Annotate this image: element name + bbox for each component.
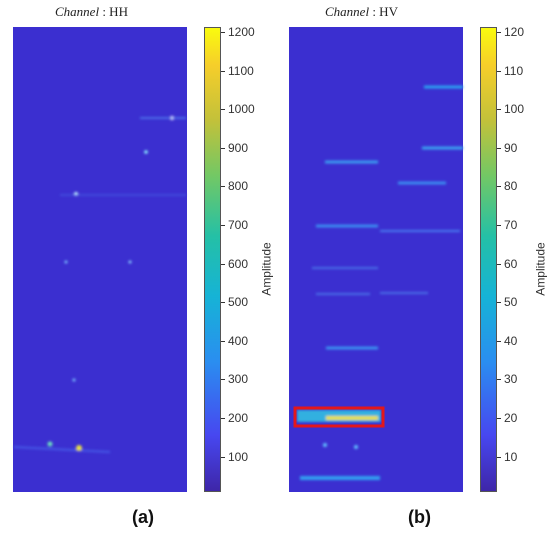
colorbar-tick-label: 120 — [496, 25, 525, 39]
colorbar-tick-label: 1100 — [221, 63, 254, 78]
colorbar-tick-label: 60 — [496, 256, 518, 271]
colorbar-tick-label: 80 — [496, 179, 518, 194]
colorbar-tick-label: 110 — [496, 63, 524, 78]
colorbar-tick-label: 20 — [496, 411, 518, 425]
panel-b-title-channel: : HV — [369, 4, 398, 19]
colorbar-hv — [480, 27, 497, 492]
panel-a-caption: (a) — [132, 507, 154, 527]
colorbar-tick-label: 300 — [220, 372, 249, 387]
sar-image-hh — [13, 27, 187, 492]
colorbar-tick-label: 40 — [496, 333, 518, 348]
colorbar-tick-label: 10 — [496, 449, 518, 464]
colorbar-tick-label: 30 — [496, 372, 518, 387]
colorbar-tick-label: 100 — [496, 102, 525, 117]
colorbar-tick-label: 100 — [220, 449, 249, 464]
colorbar-tick-label: 400 — [220, 333, 249, 348]
panel-b-title-italic: Channel — [325, 4, 370, 19]
panel-a-title-channel: : HH — [99, 4, 128, 19]
colorbar-tick-label: 50 — [496, 295, 518, 310]
colorbar-tick-label: 500 — [220, 295, 249, 310]
panel-b-caption: (b) — [408, 507, 431, 527]
colorbar-tick-label: 700 — [220, 218, 249, 232]
colorbar-tick-label: 90 — [496, 140, 518, 155]
hh-reflections — [13, 116, 186, 453]
panel-b-title: Channel : HV — [325, 4, 398, 20]
highlight-box — [293, 406, 385, 428]
colorbar-tick-label: 70 — [496, 218, 518, 232]
hv-reflections — [297, 85, 463, 480]
colorbar-tick-label: 900 — [220, 140, 249, 155]
panel-a-title: Channel : HH — [55, 4, 128, 20]
colorbar-hh — [204, 27, 221, 492]
colorbar-tick-label: 1000 — [221, 102, 255, 117]
colorbar-tick-label: 200 — [220, 411, 249, 425]
colorbar-tick-label: 800 — [220, 179, 249, 194]
colorbar-tick-label: 1200 — [221, 25, 255, 39]
panel-a-title-italic: Channel — [55, 4, 100, 19]
colorbar-tick-label: 600 — [220, 256, 249, 271]
